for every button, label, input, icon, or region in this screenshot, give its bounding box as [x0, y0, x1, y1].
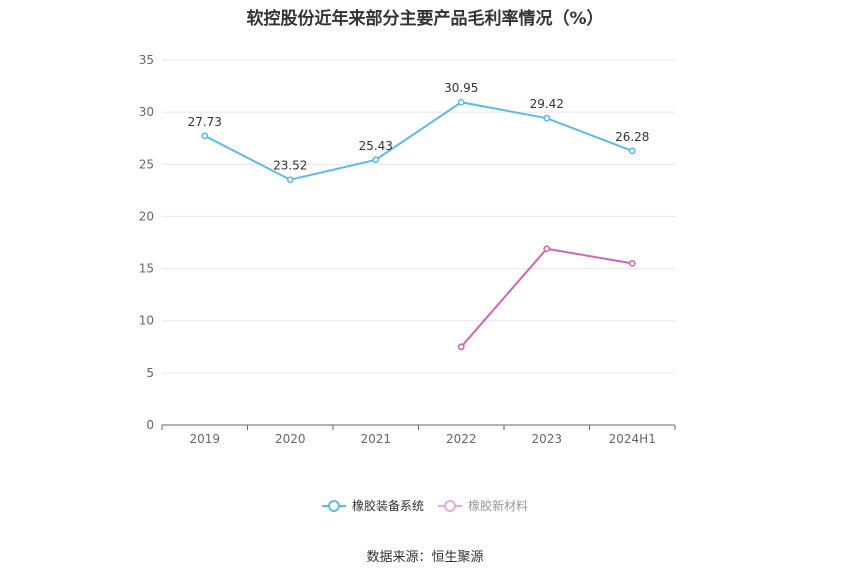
- legend-label: 橡胶新材料: [468, 499, 529, 513]
- y-tick-label: 15: [139, 262, 154, 276]
- x-tick-label: 2020: [275, 432, 306, 446]
- series-line-0: [204, 101, 633, 181]
- data-point: [286, 176, 294, 184]
- data-source: 数据来源：恒生聚源: [366, 550, 484, 565]
- y-tick-label: 30: [139, 105, 154, 119]
- y-tick-label: 10: [139, 314, 154, 328]
- data-point: [628, 259, 636, 267]
- data-label: 25.43: [359, 139, 393, 153]
- series-line-1: [460, 247, 633, 348]
- data-label: 30.95: [444, 81, 478, 95]
- y-tick-label: 35: [139, 53, 154, 67]
- x-tick-label: 2019: [189, 432, 220, 446]
- data-label: 23.52: [273, 159, 307, 173]
- y-tick-label: 25: [139, 157, 154, 171]
- data-point: [457, 343, 465, 351]
- x-tick-label: 2021: [360, 432, 391, 446]
- y-tick-label: 20: [139, 209, 154, 223]
- data-point: [543, 114, 551, 122]
- y-tick-label: 0: [146, 418, 154, 432]
- data-point: [201, 132, 209, 140]
- data-point: [543, 245, 551, 253]
- data-point: [628, 147, 636, 155]
- chart-title: 软控股份近年来部分主要产品毛利率情况（%）: [246, 9, 604, 29]
- y-tick-label: 5: [146, 366, 154, 380]
- data-point: [372, 156, 380, 164]
- data-label: 26.28: [615, 130, 649, 144]
- data-label: 27.73: [188, 115, 222, 129]
- x-tick-label: 2024H1: [609, 432, 656, 446]
- data-point: [457, 98, 465, 106]
- data-label: 29.42: [530, 97, 564, 111]
- legend-swatch-icon: [438, 499, 462, 512]
- x-tick-label: 2022: [446, 432, 477, 446]
- x-tick-label: 2023: [531, 432, 562, 446]
- legend-swatch-icon: [321, 499, 346, 512]
- legend: 橡胶装备系统 橡胶新材料: [0, 497, 850, 514]
- legend-item-rubber-equipment[interactable]: 橡胶装备系统: [321, 497, 424, 514]
- legend-item-rubber-materials[interactable]: 橡胶新材料: [438, 497, 528, 514]
- legend-label: 橡胶装备系统: [351, 499, 424, 513]
